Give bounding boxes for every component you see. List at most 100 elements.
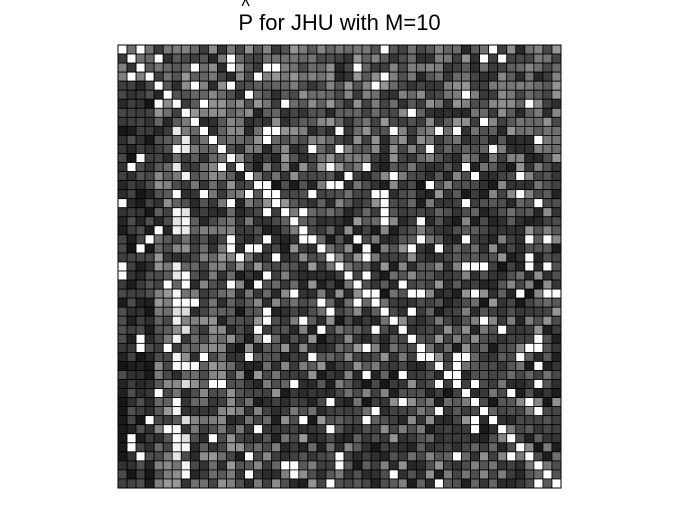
heatmap-cell	[515, 388, 526, 398]
heatmap-cell	[217, 171, 227, 182]
heatmap-cell	[135, 44, 146, 55]
heatmap-cell	[325, 351, 336, 362]
heatmap-cell	[298, 216, 309, 227]
heatmap-cell	[542, 478, 553, 489]
heatmap-cell	[117, 135, 128, 145]
heatmap-cell	[506, 297, 517, 308]
heatmap-cell	[144, 370, 155, 380]
heatmap-cell	[162, 433, 173, 444]
heatmap-cell	[198, 80, 209, 91]
heatmap-cell	[144, 162, 155, 172]
heatmap-cell	[162, 397, 173, 408]
heatmap-cell	[271, 62, 282, 73]
heatmap-cell	[235, 180, 245, 191]
heatmap-cell	[506, 424, 517, 435]
heatmap-cell	[479, 116, 490, 127]
heatmap-cell	[117, 324, 128, 335]
heatmap-cell	[208, 107, 218, 118]
heatmap-cell	[171, 342, 182, 353]
heatmap-cell	[262, 351, 273, 362]
heatmap-cell	[415, 98, 426, 109]
heatmap-cell	[162, 62, 173, 73]
heatmap-cell	[235, 261, 245, 272]
heatmap-cell	[153, 324, 164, 335]
heatmap-cell	[135, 442, 146, 453]
heatmap-cell	[289, 243, 300, 254]
heatmap-cell	[171, 225, 182, 236]
heatmap-cell	[461, 198, 471, 209]
heatmap-cell	[226, 62, 236, 73]
heatmap-cell	[289, 144, 300, 154]
heatmap-cell	[307, 361, 318, 371]
heatmap-cell	[135, 297, 146, 308]
heatmap-cell	[533, 361, 544, 371]
heatmap-cell	[524, 135, 535, 145]
heatmap-cell	[280, 207, 291, 218]
heatmap-cell	[379, 397, 390, 408]
heatmap-cell	[171, 62, 182, 73]
heatmap-cell	[352, 306, 363, 317]
heatmap-cell	[415, 225, 426, 236]
heatmap-cell	[452, 189, 462, 200]
heatmap-cell	[162, 153, 173, 163]
heatmap-cell	[443, 451, 453, 462]
heatmap-cell	[443, 189, 453, 200]
heatmap-cell	[343, 297, 354, 308]
heatmap-cell	[208, 306, 218, 317]
heatmap-cell	[189, 71, 200, 82]
heatmap-cell	[443, 388, 453, 398]
heatmap-cell	[488, 406, 499, 417]
heatmap-cell	[117, 44, 128, 55]
heatmap-cell	[434, 180, 444, 191]
heatmap-cell	[334, 243, 345, 254]
heatmap-cell	[153, 116, 164, 127]
heatmap-cell	[244, 207, 255, 218]
heatmap-cell	[126, 234, 137, 245]
heatmap-cell	[162, 234, 173, 245]
heatmap-cell	[226, 153, 236, 163]
heatmap-cell	[370, 89, 381, 100]
heatmap-cell	[461, 306, 471, 317]
heatmap-cell	[452, 135, 462, 145]
heatmap-cell	[289, 125, 300, 136]
heatmap-cell	[117, 333, 128, 344]
heatmap-cell	[325, 189, 336, 200]
heatmap-cell	[334, 370, 345, 380]
heatmap-cell	[434, 89, 444, 100]
heatmap-cell	[253, 415, 264, 426]
heatmap-cell	[551, 424, 562, 435]
heatmap-cell	[379, 80, 390, 91]
heatmap-cell	[135, 406, 146, 417]
heatmap-cell	[533, 234, 544, 245]
heatmap-cell	[361, 162, 372, 172]
heatmap-cell	[289, 478, 300, 489]
heatmap-cell	[506, 162, 517, 172]
heatmap-cell	[271, 71, 282, 82]
heatmap-cell	[334, 379, 345, 389]
heatmap-cell	[126, 388, 137, 398]
heatmap-cell	[551, 234, 562, 245]
heatmap-cell	[524, 442, 535, 453]
heatmap-cell	[470, 297, 481, 308]
heatmap-cell	[424, 333, 435, 344]
heatmap-cell	[551, 98, 562, 109]
heatmap-cell	[307, 424, 318, 435]
heatmap-cell	[452, 53, 462, 64]
heatmap-cell	[289, 98, 300, 109]
heatmap-cell	[244, 180, 255, 191]
heatmap-cell	[415, 80, 426, 91]
heatmap-cell	[298, 361, 309, 371]
heatmap-cell	[551, 153, 562, 163]
heatmap-cell	[162, 189, 173, 200]
heatmap-cell	[379, 189, 390, 200]
heatmap-cell	[370, 469, 381, 480]
heatmap-cell	[479, 198, 490, 209]
heatmap-cell	[135, 342, 146, 353]
heatmap-cell	[171, 189, 182, 200]
heatmap-cell	[488, 315, 499, 326]
heatmap-cell	[144, 324, 155, 335]
heatmap-cell	[361, 270, 372, 281]
heatmap-cell	[388, 306, 399, 317]
heatmap-cell	[198, 351, 209, 362]
heatmap-cell	[379, 216, 390, 227]
